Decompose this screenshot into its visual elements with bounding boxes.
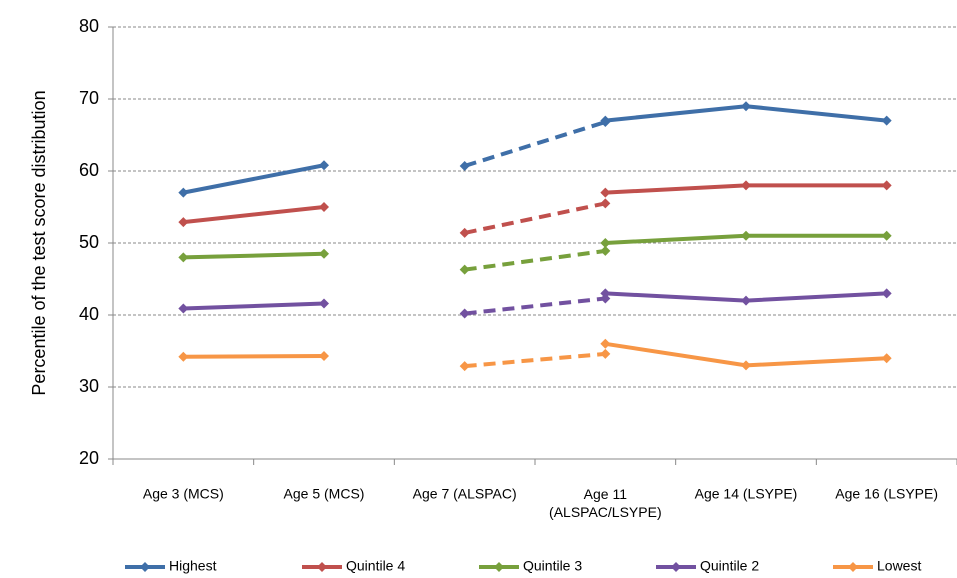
marker: [178, 351, 189, 362]
line: [182, 104, 887, 195]
marker: [600, 117, 611, 128]
marker: [459, 308, 470, 319]
legend-label: Lowest: [877, 558, 921, 574]
marker: [319, 248, 329, 259]
marker: [178, 252, 189, 263]
marker: [881, 230, 892, 241]
y-tick-label: 20: [79, 448, 99, 468]
marker: [319, 351, 329, 362]
marker: [459, 160, 470, 171]
dashed-line: [464, 296, 606, 316]
marker: [178, 217, 189, 228]
line: [183, 341, 887, 368]
y-tick-label: 60: [79, 160, 99, 180]
dashed-line: [464, 120, 606, 168]
y-tick-label: 50: [79, 232, 99, 252]
marker: [319, 202, 329, 212]
legend-label: Quintile 4: [346, 558, 405, 574]
marker: [600, 338, 611, 349]
legend-marker: [317, 562, 327, 572]
x-tick-label: Age 14 (LSYPE): [695, 486, 798, 502]
legend-marker: [140, 562, 150, 572]
y-tick-label: 80: [79, 16, 99, 36]
marker: [741, 230, 751, 241]
legend-marker: [848, 562, 858, 572]
marker: [741, 180, 751, 191]
legend-marker: [671, 562, 681, 572]
marker: [600, 288, 611, 299]
marker: [319, 160, 329, 171]
dashed-line: [464, 201, 606, 235]
marker: [600, 348, 611, 359]
legend-label: Quintile 3: [523, 558, 582, 574]
dashed-line: [464, 248, 606, 272]
line: [183, 291, 887, 311]
legend-marker: [494, 562, 504, 572]
marker: [741, 101, 751, 112]
marker: [600, 293, 611, 304]
y-tick-label: 70: [79, 88, 99, 108]
marker: [881, 115, 892, 126]
y-tick-label: 30: [79, 376, 99, 396]
marker: [319, 298, 329, 309]
x-tick-label: Age 3 (MCS): [143, 486, 224, 502]
marker: [600, 187, 611, 198]
marker: [881, 288, 892, 299]
marker: [741, 360, 751, 371]
legend-label: Quintile 2: [700, 558, 759, 574]
marker: [600, 245, 611, 256]
y-axis-label: Percentile of the test score distributio…: [29, 90, 49, 395]
marker: [881, 180, 892, 191]
marker: [881, 353, 892, 364]
line: [183, 183, 887, 225]
line: [183, 233, 887, 260]
x-tick-label: Age 5 (MCS): [284, 486, 365, 502]
marker: [741, 295, 751, 306]
x-tick-label: Age 11 (ALSPAC/LSYPE): [549, 486, 662, 520]
y-tick-label: 40: [79, 304, 99, 324]
marker: [459, 227, 470, 238]
x-tick-label: Age 16 (LSYPE): [835, 486, 938, 502]
marker: [600, 198, 611, 209]
x-tick-label: Age 7 (ALSPAC): [413, 486, 517, 502]
legend-label: Highest: [169, 558, 217, 574]
marker: [459, 361, 470, 372]
marker: [600, 238, 611, 248]
dashed-line: [464, 351, 606, 369]
marker: [178, 303, 189, 314]
marker: [178, 187, 189, 198]
marker: [459, 264, 470, 275]
